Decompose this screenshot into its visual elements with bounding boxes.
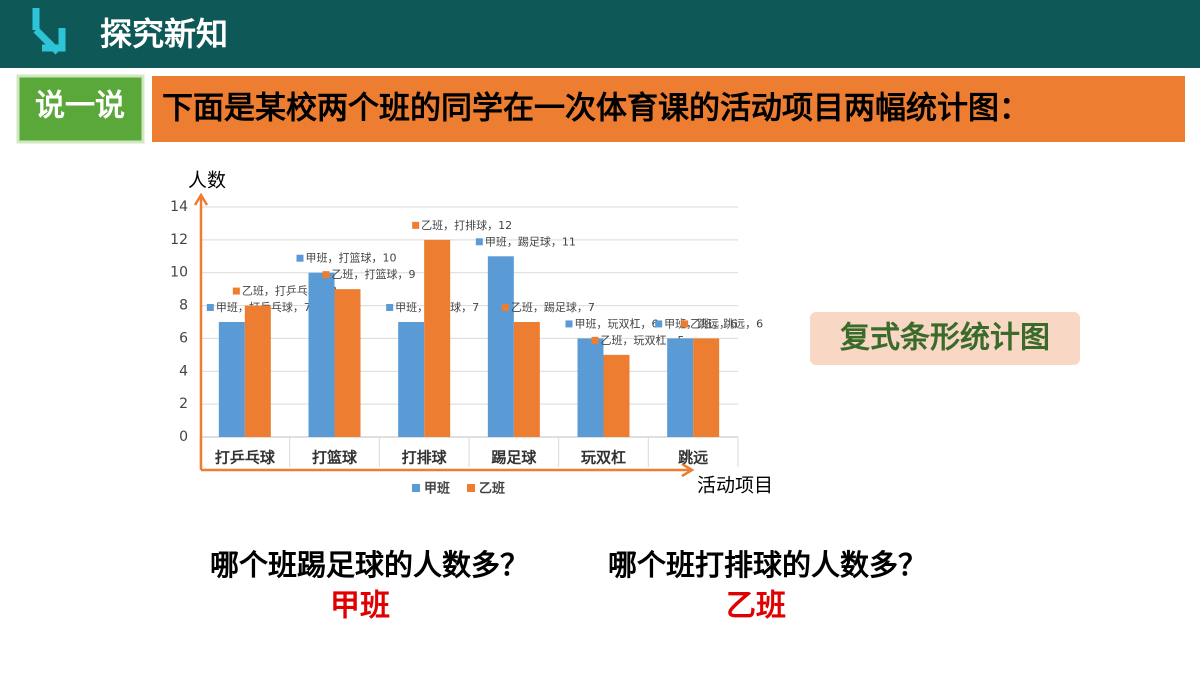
data-label: 甲班，踢足球，11 — [485, 234, 576, 248]
y-tick-label: 12 — [170, 232, 188, 248]
data-label-marker — [475, 238, 483, 246]
bar — [487, 256, 514, 437]
y-axis-label: 人数 — [188, 170, 226, 192]
y-tick-label: 14 — [170, 199, 188, 215]
x-tick-label: 踢足球 — [491, 449, 537, 467]
legend-swatch — [412, 484, 420, 492]
data-label-marker — [591, 336, 599, 344]
header-title: 探究新知 — [100, 15, 228, 53]
caption-box — [810, 312, 1080, 365]
y-tick-label: 8 — [179, 298, 188, 314]
data-label-marker — [565, 320, 573, 328]
x-tick-label: 玩双杠 — [581, 449, 626, 467]
x-tick-label: 打排球 — [402, 449, 448, 467]
data-label: 乙班，玩双杠，5 — [601, 334, 685, 347]
bar — [244, 305, 271, 437]
data-label-marker — [296, 254, 304, 262]
legend-swatch — [467, 484, 475, 492]
y-tick-label: 10 — [170, 265, 188, 281]
bar — [577, 338, 604, 437]
legend-label: 甲班 — [424, 481, 450, 497]
bar — [513, 322, 540, 437]
answer: 甲班 — [330, 589, 390, 624]
y-tick-label: 4 — [179, 363, 188, 379]
data-label-marker — [322, 271, 330, 279]
chart-caption: 复式条形统计图 — [840, 321, 1050, 356]
data-label-marker — [206, 304, 214, 311]
bar — [308, 272, 335, 437]
data-label: 乙班，跳远，6 — [690, 316, 763, 330]
prompt-text: 下面是某校两个班的同学在一次体育课的活动项目两幅统计图： — [162, 91, 1030, 127]
y-axis-arrow — [193, 192, 209, 470]
data-label: 甲班，玩双杠，6 — [575, 317, 659, 330]
data-label-marker — [412, 221, 420, 229]
prompt-tag-box — [16, 74, 145, 144]
data-label: 乙班，踢足球，7 — [511, 300, 595, 314]
question: 哪个班打排球的人数多？ — [608, 548, 927, 582]
x-tick-label: 打篮球 — [312, 449, 358, 467]
data-label: 乙班，打排球，12 — [421, 218, 512, 232]
y-tick-label: 0 — [179, 429, 188, 445]
data-label-marker — [386, 304, 394, 311]
question: 哪个班踢足球的人数多？ — [210, 548, 529, 582]
data-label-marker — [681, 320, 689, 328]
data-label: 甲班，打篮球，10 — [306, 251, 397, 265]
bar — [424, 239, 451, 437]
bar — [693, 338, 720, 437]
x-tick-label: 跳远 — [678, 449, 708, 467]
answer: 乙班 — [726, 589, 786, 624]
bar — [667, 338, 694, 437]
data-label: 乙班，打篮球，9 — [332, 267, 416, 281]
prompt-bar — [152, 76, 1185, 142]
chart: 02468101214人数活动项目打乒乓球甲班，打乒乓球，7乙班，打乒乓球，8打… — [170, 170, 773, 497]
y-tick-label: 2 — [179, 396, 188, 412]
x-axis-label: 活动项目 — [697, 475, 773, 497]
header-icon — [32, 8, 66, 55]
data-label-marker — [655, 320, 663, 328]
bar — [334, 289, 361, 437]
data-label-marker — [501, 304, 509, 311]
bar — [398, 322, 425, 437]
prompt-tag: 说一说 — [35, 89, 125, 124]
x-tick-label: 打乒乓球 — [215, 449, 276, 467]
data-label-marker — [232, 287, 240, 295]
x-axis-arrow — [201, 462, 695, 478]
header-bar — [0, 0, 1200, 68]
legend-label: 乙班 — [479, 481, 505, 497]
y-tick-label: 6 — [179, 330, 188, 346]
bar — [603, 354, 630, 437]
bar — [218, 322, 245, 437]
